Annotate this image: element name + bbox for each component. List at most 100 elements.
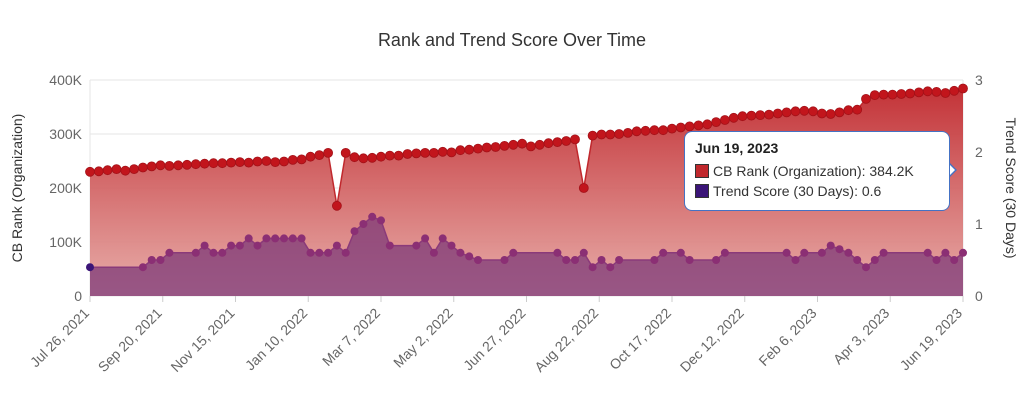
trend-data-point (138, 263, 147, 272)
y-left-tick-label: 100K (49, 234, 82, 250)
rank-data-point (561, 136, 572, 146)
trend-data-point (923, 248, 932, 257)
rank-data-point (279, 156, 289, 167)
rank-data-point (473, 143, 483, 154)
rank-data-point (173, 160, 184, 171)
rank-data-point (755, 110, 766, 120)
trend-data-point (720, 248, 729, 257)
trend-data-point (341, 248, 350, 257)
trend-swatch-icon (695, 184, 709, 198)
trend-data-point (853, 256, 862, 264)
x-tick-label: Jun 27, 2022 (460, 305, 529, 374)
trend-data-point (844, 248, 853, 257)
trend-data-point (950, 256, 959, 264)
trend-data-point (597, 256, 606, 264)
x-tick-label: Jul 26, 2021 (27, 305, 92, 370)
trend-data-point (412, 241, 421, 250)
x-tick-label: Jan 10, 2022 (242, 305, 311, 374)
x-tick-label: Dec 12, 2022 (677, 305, 747, 375)
trend-data-point (191, 248, 200, 257)
trend-data-point (262, 234, 271, 243)
trend-data-point (862, 263, 870, 272)
rank-data-point (764, 109, 774, 120)
tooltip-row-rank: CB Rank (Organization): 384.2K (695, 161, 939, 181)
rank-data-point (217, 158, 228, 169)
rank-data-point (772, 108, 783, 119)
trend-data-point (447, 241, 456, 250)
rank-data-point (790, 106, 801, 117)
x-tick-label: Nov 15, 2021 (167, 305, 237, 375)
trend-data-point (86, 263, 94, 272)
rank-data-point (781, 107, 792, 118)
tooltip-title: Jun 19, 2023 (695, 140, 779, 156)
rank-data-point (949, 85, 960, 96)
rank-data-point (384, 150, 395, 161)
rank-data-point (164, 160, 175, 171)
trend-data-point (932, 256, 941, 264)
rank-data-point (464, 144, 475, 155)
rank-data-point (129, 164, 140, 175)
rank-data-point (605, 129, 616, 140)
trend-data-point (306, 248, 315, 257)
trend-data-point (870, 256, 879, 264)
x-tick-label: Jun 19, 2023 (897, 305, 966, 374)
rank-data-point (376, 151, 386, 162)
rank-data-point (226, 157, 237, 168)
rank-data-point (437, 146, 448, 157)
rank-data-point (481, 142, 492, 153)
rank-data-point (711, 117, 721, 127)
trend-data-point (835, 245, 844, 254)
trend-data-point (659, 248, 668, 257)
rank-data-point (623, 127, 633, 138)
rank-data-point (728, 112, 739, 123)
rank-data-point (208, 158, 219, 169)
rank-data-point (305, 151, 316, 162)
trend-data-point (209, 248, 218, 257)
rank-data-point (517, 138, 527, 149)
rank-data-point (85, 166, 95, 177)
rank-data-point (120, 165, 131, 176)
trend-data-point (553, 248, 562, 257)
trend-data-point (235, 241, 244, 250)
trend-data-point (297, 234, 306, 243)
rank-data-point (869, 90, 880, 100)
rank-data-point (155, 160, 166, 171)
rank-data-point (402, 149, 413, 159)
rank-data-point (587, 130, 598, 141)
rank-data-point (367, 152, 378, 163)
trend-data-point (385, 241, 394, 250)
rank-data-point (508, 139, 519, 150)
rank-data-point (578, 183, 589, 193)
trend-data-point (377, 216, 385, 225)
rank-data-point (93, 166, 104, 177)
y-right-tick-label: 1 (975, 216, 983, 232)
trend-data-point (791, 256, 800, 264)
rank-swatch-icon (695, 164, 709, 178)
trend-data-point (712, 256, 721, 264)
trend-data-point (438, 234, 447, 243)
trend-data-point (579, 248, 588, 257)
rank-data-point (905, 88, 915, 99)
rank-data-point (526, 141, 536, 152)
trend-data-point (156, 256, 165, 264)
rank-data-point (817, 108, 827, 119)
trend-data-point (147, 256, 156, 264)
rank-data-point (261, 156, 272, 166)
trend-data-point (218, 248, 227, 257)
rank-data-point (393, 150, 404, 161)
trend-data-point (941, 248, 950, 257)
trend-data-point (350, 227, 359, 236)
rank-data-point (720, 115, 730, 125)
trend-data-point (324, 248, 333, 257)
chart-tooltip: Jun 19, 2023 CB Rank (Organization): 384… (684, 131, 950, 211)
rank-data-point (675, 122, 686, 133)
rank-data-point (349, 152, 360, 163)
trend-data-point (332, 241, 341, 250)
x-tick-label: Aug 22, 2022 (531, 305, 601, 375)
trend-data-point (650, 256, 659, 264)
rank-data-point (270, 157, 281, 168)
x-tick-label: Feb 6, 2023 (755, 305, 819, 369)
trend-data-point (474, 256, 482, 264)
rank-data-point (878, 89, 889, 100)
rank-data-point (931, 87, 942, 97)
